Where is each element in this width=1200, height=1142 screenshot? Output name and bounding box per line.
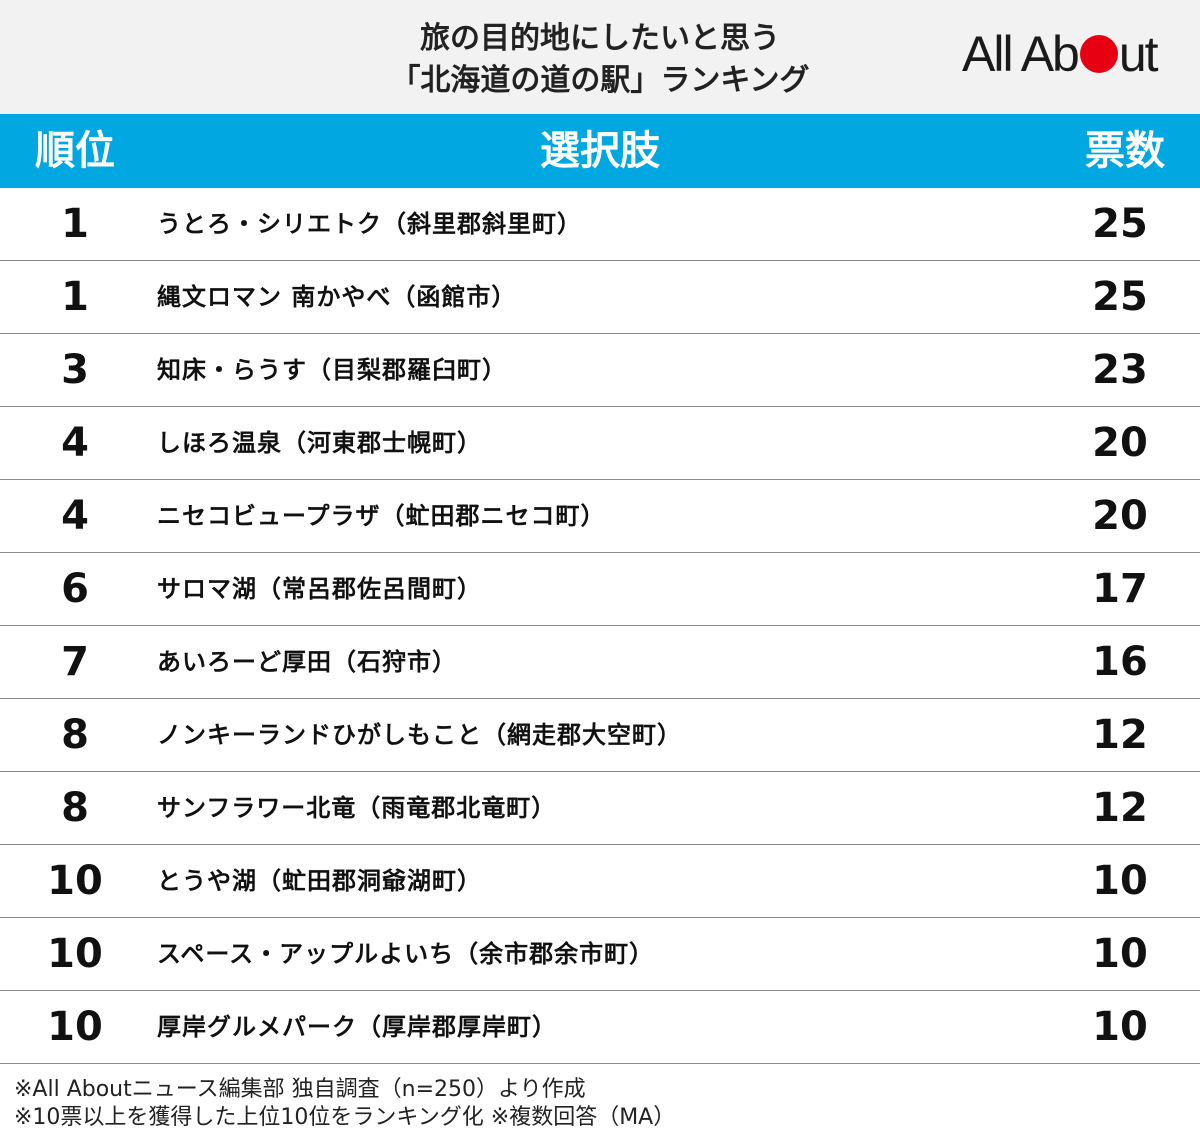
rank-cell: 8 (61, 785, 89, 831)
column-header-choice: 選択肢 (540, 128, 660, 174)
footnote-line2: ※10票以上を獲得した上位10位をランキング化 ※複数回答（MA） (14, 1105, 676, 1130)
chart-header: 旅の目的地にしたいと思う 「北海道の道の駅」ランキング All Ab ut (0, 0, 1200, 114)
votes-cell: 12 (1092, 712, 1148, 758)
rank-cell: 8 (61, 712, 89, 758)
choice-cell: 厚岸グルメパーク（厚岸郡厚岸町） (157, 1013, 557, 1041)
table-row: 3 知床・らうす（目梨郡羅臼町） 23 (0, 334, 1200, 407)
table-row: 1 縄文ロマン 南かやべ（函館市） 25 (0, 261, 1200, 334)
logo-text-part1: All Ab (962, 26, 1080, 82)
all-about-logo: All Ab ut (962, 24, 1182, 84)
table-row: 4 しほろ温泉（河東郡士幌町） 20 (0, 407, 1200, 480)
rank-cell: 6 (61, 566, 89, 612)
rank-cell: 10 (47, 931, 103, 977)
table-row: 8 ノンキーランドひがしもこと（網走郡大空町） 12 (0, 699, 1200, 772)
votes-cell: 25 (1092, 274, 1148, 320)
votes-cell: 20 (1092, 493, 1148, 539)
votes-cell: 20 (1092, 420, 1148, 466)
footnote-line1: ※All Aboutニュース編集部 独自調査（n=250）より作成 (14, 1077, 586, 1102)
votes-cell: 12 (1092, 785, 1148, 831)
rank-cell: 7 (61, 639, 89, 685)
column-header-votes: 票数 (1085, 128, 1165, 174)
chart-title-line2: 「北海道の道の駅」ランキング (390, 63, 810, 98)
footnotes: ※All Aboutニュース編集部 独自調査（n=250）より作成 ※10票以上… (14, 1076, 1184, 1132)
table-row: 7 あいろーど厚田（石狩市） 16 (0, 626, 1200, 699)
table-header: 順位 選択肢 票数 (0, 114, 1200, 188)
chart-title: 旅の目的地にしたいと思う 「北海道の道の駅」ランキング (300, 18, 900, 102)
choice-cell: あいろーど厚田（石狩市） (157, 648, 457, 676)
votes-cell: 10 (1092, 858, 1148, 904)
choice-cell: とうや湖（虻田郡洞爺湖町） (157, 867, 482, 895)
rank-cell: 4 (61, 493, 89, 539)
choice-cell: 縄文ロマン 南かやべ（函館市） (157, 283, 517, 311)
table-row: 10 とうや湖（虻田郡洞爺湖町） 10 (0, 845, 1200, 918)
votes-cell: 10 (1092, 1004, 1148, 1050)
votes-cell: 17 (1092, 566, 1148, 612)
choice-cell: スペース・アップルよいち（余市郡余市町） (157, 940, 655, 968)
votes-cell: 16 (1092, 639, 1148, 685)
table-row: 6 サロマ湖（常呂郡佐呂間町） 17 (0, 553, 1200, 626)
votes-cell: 23 (1092, 347, 1148, 393)
choice-cell: 知床・らうす（目梨郡羅臼町） (157, 356, 507, 384)
rank-cell: 10 (47, 858, 103, 904)
table-row: 1 うとろ・シリエトク（斜里郡斜里町） 25 (0, 188, 1200, 261)
table-row: 8 サンフラワー北竜（雨竜郡北竜町） 12 (0, 772, 1200, 845)
logo-text-part2: ut (1118, 26, 1159, 82)
choice-cell: ノンキーランドひがしもこと（網走郡大空町） (157, 721, 682, 749)
choice-cell: うとろ・シリエトク（斜里郡斜里町） (157, 210, 582, 238)
rank-cell: 1 (61, 201, 89, 247)
rank-cell: 10 (47, 1004, 103, 1050)
votes-cell: 25 (1092, 201, 1148, 247)
logo-red-dot-icon (1079, 35, 1118, 73)
choice-cell: サンフラワー北竜（雨竜郡北竜町） (157, 794, 557, 822)
choice-cell: しほろ温泉（河東郡士幌町） (157, 429, 482, 457)
table-body: 1 うとろ・シリエトク（斜里郡斜里町） 25 1 縄文ロマン 南かやべ（函館市） 25 3 知… (0, 188, 1200, 1064)
chart-title-line1: 旅の目的地にしたいと思う (420, 21, 780, 56)
rank-cell: 3 (61, 347, 89, 393)
rank-cell: 1 (61, 274, 89, 320)
table-row: 10 スペース・アップルよいち（余市郡余市町） 10 (0, 918, 1200, 991)
votes-cell: 10 (1092, 931, 1148, 977)
table-row: 4 ニセコビュープラザ（虻田郡ニセコ町） 20 (0, 480, 1200, 553)
choice-cell: サロマ湖（常呂郡佐呂間町） (157, 575, 482, 603)
column-header-rank: 順位 (35, 128, 115, 174)
table-row: 10 厚岸グルメパーク（厚岸郡厚岸町） 10 (0, 991, 1200, 1064)
rank-cell: 4 (61, 420, 89, 466)
choice-cell: ニセコビュープラザ（虻田郡ニセコ町） (157, 502, 606, 530)
